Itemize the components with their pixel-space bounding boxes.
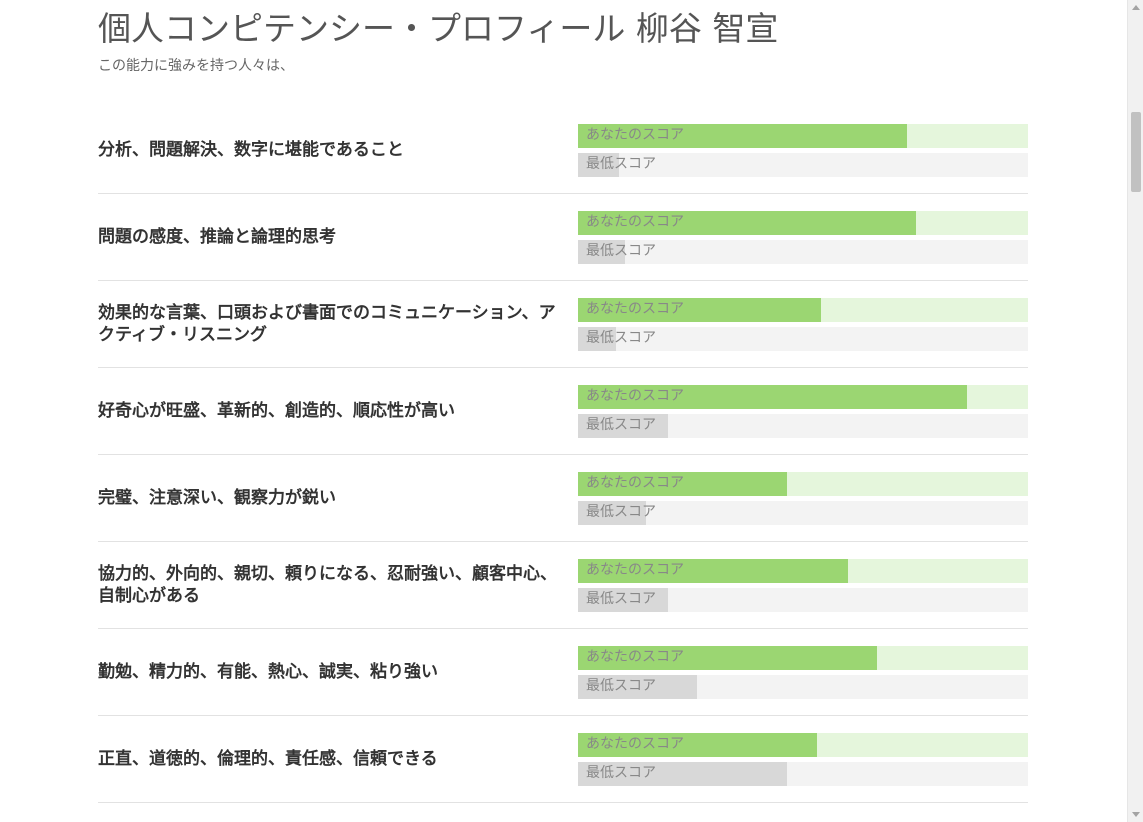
your-score-bar: あなたのスコア (578, 385, 1028, 409)
your-score-fill (578, 385, 968, 409)
competency-row: 効果的な言葉、口頭および書面でのコミュニケーション、アクティブ・リスニング あな… (98, 281, 1028, 368)
competency-label: 分析、問題解決、数字に堪能であること (98, 140, 404, 160)
page-title: 個人コンピテンシー・プロフィール 柳谷 智宣 (98, 9, 779, 48)
min-score-bar: 最低スコア (578, 675, 1028, 699)
score-bars: あなたのスコア 最低スコア (578, 124, 1028, 177)
min-score-fill (578, 675, 698, 699)
competency-row: 問題の感度、推論と論理的思考 あなたのスコア 最低スコア (98, 194, 1028, 281)
min-score-bar: 最低スコア (578, 240, 1028, 264)
min-score-label: 最低スコア (586, 330, 656, 346)
min-score-label: 最低スコア (586, 765, 656, 781)
min-score-fill (578, 762, 788, 786)
min-score-fill (578, 153, 619, 177)
your-score-bar: あなたのスコア (578, 298, 1028, 322)
competency-row: 分析、問題解決、数字に堪能であること あなたのスコア 最低スコア (98, 107, 1028, 194)
competency-row: 好奇心が旺盛、革新的、創造的、順応性が高い あなたのスコア 最低スコア (98, 368, 1028, 455)
min-score-fill (578, 414, 668, 438)
your-score-fill (578, 733, 817, 757)
scroll-down-arrow-icon[interactable] (1132, 812, 1140, 817)
min-score-label: 最低スコア (586, 504, 656, 520)
your-score-label: あなたのスコア (586, 649, 684, 665)
min-score-label: 最低スコア (586, 243, 656, 259)
your-score-label: あなたのスコア (586, 214, 684, 230)
your-score-bar: あなたのスコア (578, 472, 1028, 496)
min-score-fill (578, 501, 646, 525)
your-score-bar: あなたのスコア (578, 646, 1028, 670)
your-score-bar: あなたのスコア (578, 124, 1028, 148)
min-score-bar: 最低スコア (578, 414, 1028, 438)
your-score-fill (578, 298, 821, 322)
your-score-fill (578, 559, 848, 583)
min-score-fill (578, 588, 668, 612)
your-score-fill (578, 646, 878, 670)
competency-label: 正直、道徳的、倫理的、責任感、信頼できる (98, 749, 438, 769)
min-score-fill (578, 327, 617, 351)
competency-label: 完璧、注意深い、観察力が鋭い (98, 488, 336, 508)
competency-row: 協力的、外向的、親切、頼りになる、忍耐強い、顧客中心、自制心がある あなたのスコ… (98, 542, 1028, 629)
your-score-label: あなたのスコア (586, 388, 684, 404)
score-bars: あなたのスコア 最低スコア (578, 646, 1028, 699)
your-score-bar: あなたのスコア (578, 559, 1028, 583)
your-score-bar: あなたのスコア (578, 211, 1028, 235)
page-subtitle: この能力に強みを持つ人々は、 (98, 58, 294, 74)
min-score-bar: 最低スコア (578, 762, 1028, 786)
competency-label: 勤勉、精力的、有能、熱心、誠実、粘り強い (98, 662, 438, 682)
your-score-label: あなたのスコア (586, 475, 684, 491)
score-bars: あなたのスコア 最低スコア (578, 385, 1028, 438)
min-score-bar: 最低スコア (578, 327, 1028, 351)
competency-row: 勤勉、精力的、有能、熱心、誠実、粘り強い あなたのスコア 最低スコア (98, 629, 1028, 716)
score-bars: あなたのスコア 最低スコア (578, 472, 1028, 525)
min-score-label: 最低スコア (586, 591, 656, 607)
your-score-label: あなたのスコア (586, 736, 684, 752)
competency-row: 完璧、注意深い、観察力が鋭い あなたのスコア 最低スコア (98, 455, 1028, 542)
competency-list: 分析、問題解決、数字に堪能であること あなたのスコア 最低スコア 問題の感度、推… (98, 107, 1028, 803)
your-score-fill (578, 211, 916, 235)
min-score-fill (578, 240, 626, 264)
competency-label: 効果的な言葉、口頭および書面でのコミュニケーション、アクティブ・リスニング (98, 303, 556, 345)
min-score-bar: 最低スコア (578, 153, 1028, 177)
min-score-bar: 最低スコア (578, 588, 1028, 612)
your-score-label: あなたのスコア (586, 562, 684, 578)
competency-label: 好奇心が旺盛、革新的、創造的、順応性が高い (98, 401, 455, 421)
your-score-label: あなたのスコア (586, 127, 684, 143)
your-score-fill (578, 124, 907, 148)
competency-row: 正直、道徳的、倫理的、責任感、信頼できる あなたのスコア 最低スコア (98, 716, 1028, 803)
competency-label: 問題の感度、推論と論理的思考 (98, 227, 336, 247)
min-score-label: 最低スコア (586, 156, 656, 172)
min-score-label: 最低スコア (586, 678, 656, 694)
score-bars: あなたのスコア 最低スコア (578, 733, 1028, 786)
competency-label: 協力的、外向的、親切、頼りになる、忍耐強い、顧客中心、自制心がある (98, 564, 557, 606)
vertical-scrollbar[interactable] (1127, 0, 1143, 822)
your-score-label: あなたのスコア (586, 301, 684, 317)
your-score-bar: あなたのスコア (578, 733, 1028, 757)
your-score-fill (578, 472, 788, 496)
score-bars: あなたのスコア 最低スコア (578, 559, 1028, 612)
score-bars: あなたのスコア 最低スコア (578, 211, 1028, 264)
min-score-label: 最低スコア (586, 417, 656, 433)
scroll-thumb[interactable] (1131, 112, 1141, 192)
scroll-up-arrow-icon[interactable] (1132, 5, 1140, 10)
score-bars: あなたのスコア 最低スコア (578, 298, 1028, 351)
min-score-bar: 最低スコア (578, 501, 1028, 525)
